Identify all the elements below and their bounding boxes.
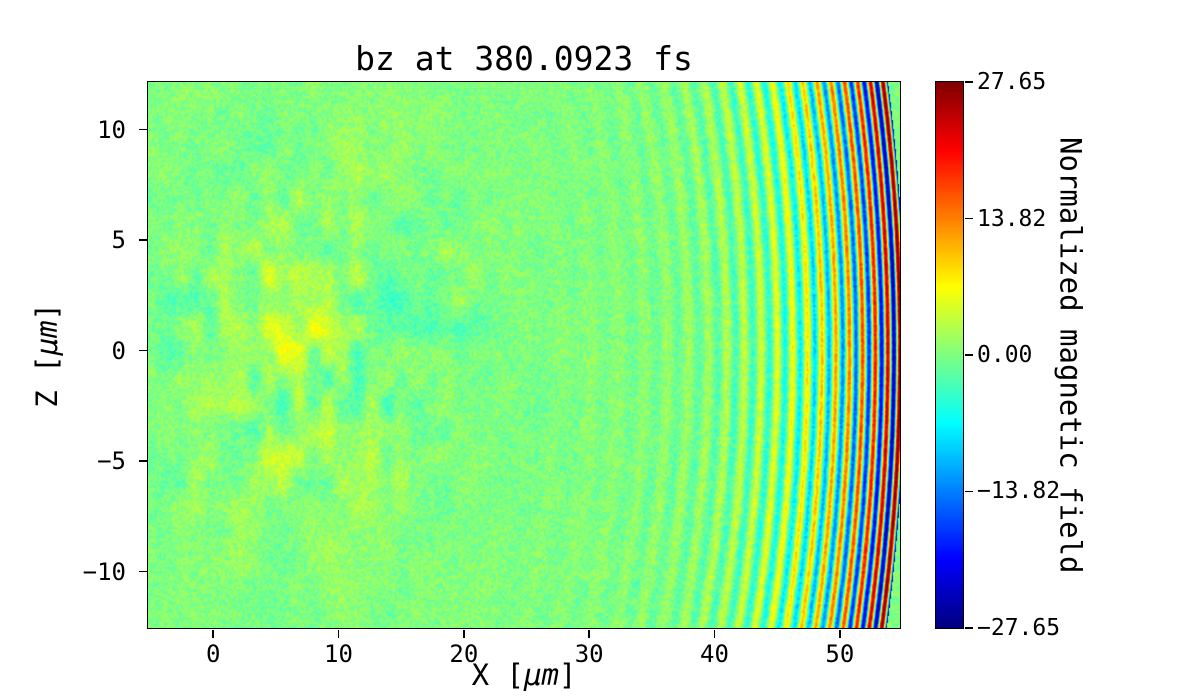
colorbar-tick-label: −13.82 <box>977 478 1061 505</box>
y-tick <box>138 128 147 131</box>
plot-title: bz at 380.0923 fs <box>355 39 693 78</box>
colorbar-label-text: Normalized magnetic field <box>1053 136 1088 574</box>
y-tick <box>138 460 147 462</box>
x-tick <box>212 629 214 638</box>
colorbar-tick <box>964 354 973 356</box>
colorbar-tick <box>964 627 973 629</box>
x-axis-label-post: ] <box>558 658 577 692</box>
y-tick-label: −5 <box>97 447 126 476</box>
x-axis-label-unit: μm <box>524 658 559 692</box>
y-tick-label: −10 <box>82 557 126 586</box>
colorbar-tick-label: 13.82 <box>977 205 1047 232</box>
y-tick <box>138 239 147 241</box>
x-tick-label: 20 <box>449 640 479 668</box>
x-tick <box>839 629 841 638</box>
x-tick-label: 40 <box>700 640 729 668</box>
x-tick-label: 0 <box>205 640 221 668</box>
colorbar-tick-label: 0.00 <box>977 342 1033 368</box>
heatmap-canvas <box>147 81 900 628</box>
colorbar-tick-label: −27.65 <box>977 615 1061 641</box>
y-axis-label-pre: Z [ <box>29 355 64 408</box>
y-tick <box>138 570 147 573</box>
colorbar-tick <box>964 81 973 83</box>
x-tick <box>337 629 340 638</box>
y-tick <box>138 349 147 352</box>
colorbar-canvas <box>935 81 963 628</box>
colorbar-tick <box>964 217 973 220</box>
colorbar-label: Normalized magnetic field <box>1050 82 1090 628</box>
y-axis-label-post: ] <box>29 302 64 321</box>
y-tick-label: 0 <box>111 336 126 365</box>
plot-area <box>146 80 901 629</box>
x-tick <box>713 629 716 638</box>
x-axis-label: X [μm] <box>148 661 900 690</box>
colorbar-tick-label: 27.65 <box>977 69 1047 95</box>
x-tick-label: 50 <box>825 640 855 668</box>
x-tick-label: 30 <box>574 640 604 668</box>
x-tick-label: 10 <box>324 640 353 668</box>
x-tick <box>588 629 590 638</box>
y-tick-label: 5 <box>111 226 126 255</box>
colorbar <box>934 80 964 629</box>
x-tick <box>463 629 465 638</box>
y-tick-label: 10 <box>97 115 126 144</box>
colorbar-tick <box>964 490 973 493</box>
x-axis-label-pre: X [ <box>471 658 524 692</box>
